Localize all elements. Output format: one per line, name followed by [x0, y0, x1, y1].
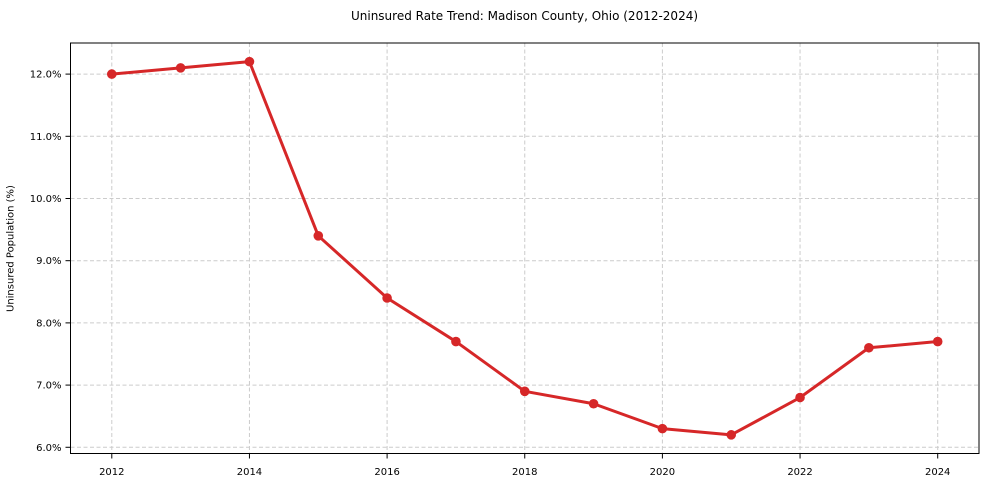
y-tick-label: 7.0% [36, 381, 61, 392]
data-point-2019 [588, 398, 599, 409]
data-point-2018 [519, 386, 530, 397]
x-tick-label: 2020 [650, 467, 675, 478]
data-point-2020 [657, 423, 668, 434]
y-tick-label: 9.0% [36, 256, 61, 267]
data-point-2012 [106, 69, 117, 79]
data-point-2015 [313, 231, 324, 241]
data-point-2013 [175, 63, 186, 73]
data-point-2023 [864, 342, 874, 353]
x-tick-label: 2018 [512, 467, 537, 478]
x-tick-label: 2022 [787, 467, 812, 478]
data-point-2024 [932, 336, 943, 347]
y-tick-label: 10.0% [30, 194, 62, 205]
x-tick-label: 2014 [237, 467, 262, 478]
y-tick-label: 6.0% [36, 443, 61, 454]
data-point-2014 [244, 56, 255, 67]
data-point-2022 [795, 392, 805, 403]
x-tick-label: 2024 [925, 467, 950, 478]
data-point-2017 [451, 336, 461, 347]
data-point-2021 [726, 430, 737, 440]
x-tick-label: 2016 [374, 467, 399, 478]
y-tick-label: 11.0% [30, 132, 62, 143]
y-tick-label: 8.0% [36, 318, 61, 329]
y-tick-label: 12.0% [30, 70, 62, 81]
data-point-2016 [382, 293, 392, 303]
x-tick-label: 2012 [99, 467, 124, 478]
chart-title: Uninsured Rate Trend: Madison County, Oh… [350, 9, 699, 23]
